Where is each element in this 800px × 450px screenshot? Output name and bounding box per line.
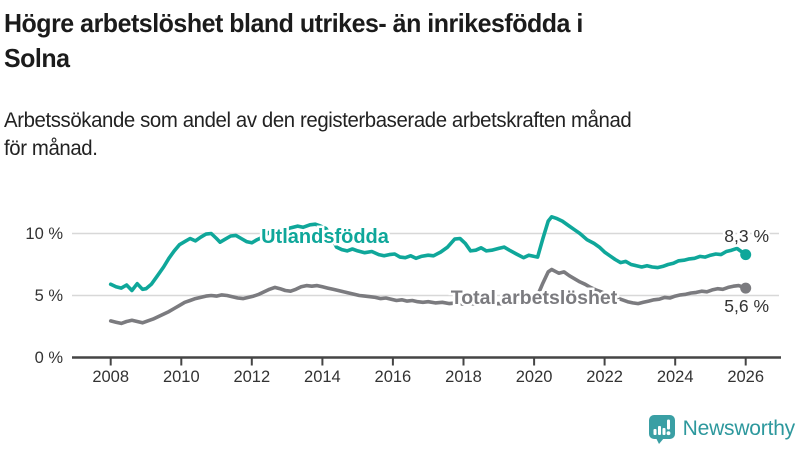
chart-subtitle: Arbetssökande som andel av den registerb… [4,107,632,163]
x-axis-tick-label: 2020 [516,368,553,386]
y-axis-tick-label: 5 % [35,287,64,305]
line-chart: 2008 2010 2012 2014 2016 2018 2020 2022 2024 2026… [25,214,781,386]
newsworthy-brand-label: Newsworthy [682,417,796,440]
y-axis-tick-label: 0 % [35,349,64,367]
y-axis-tick-label: 10 % [25,225,63,243]
x-axis-tick-label: 2008 [92,368,129,386]
end-value-label-total-arbetsl-shet: 5,6 % [724,296,769,316]
series-line-utlandsf-dda [108,214,748,293]
title-line-2: Solna [4,43,70,73]
end-value-label-utlandsf-dda: 8,3 % [724,226,769,246]
x-axis-tick-label: 2024 [657,368,694,386]
x-axis-tick-label: 2012 [233,368,270,386]
subtitle-line-1: Arbetssökande som andel av den registerb… [4,109,632,132]
newsworthy-brand-link[interactable]: Newsworthy [648,414,795,444]
x-axis-tick-label: 2010 [163,368,200,386]
series-line-total-arbetsl-shet [108,267,748,326]
x-axis-tick-label: 2026 [727,368,764,386]
x-axis-tick-label: 2018 [445,368,482,386]
series-end-dot-utlandsf-dda [740,249,752,261]
page-title: Högre arbetslöshet bland utrikes- än inr… [4,6,583,76]
series-label-utlandsf-dda: Utlandsfödda [261,226,390,248]
title-line-1: Högre arbetslöshet bland utrikes- än inr… [4,8,583,38]
unemployment-line-chart: 2008 2010 2012 2014 2016 2018 2020 2022 2024 2026… [0,190,800,400]
x-axis-tick-label: 2016 [375,368,412,386]
newsworthy-logo-icon [648,415,675,444]
series-label-total-arbetsl-shet: Total arbetslöshet [451,287,618,309]
series-end-dot-total-arbetsl-shet [740,282,752,294]
x-axis-tick-label: 2022 [586,368,623,386]
x-axis-tick-label: 2014 [304,368,341,386]
subtitle-line-2: för månad. [4,137,98,160]
